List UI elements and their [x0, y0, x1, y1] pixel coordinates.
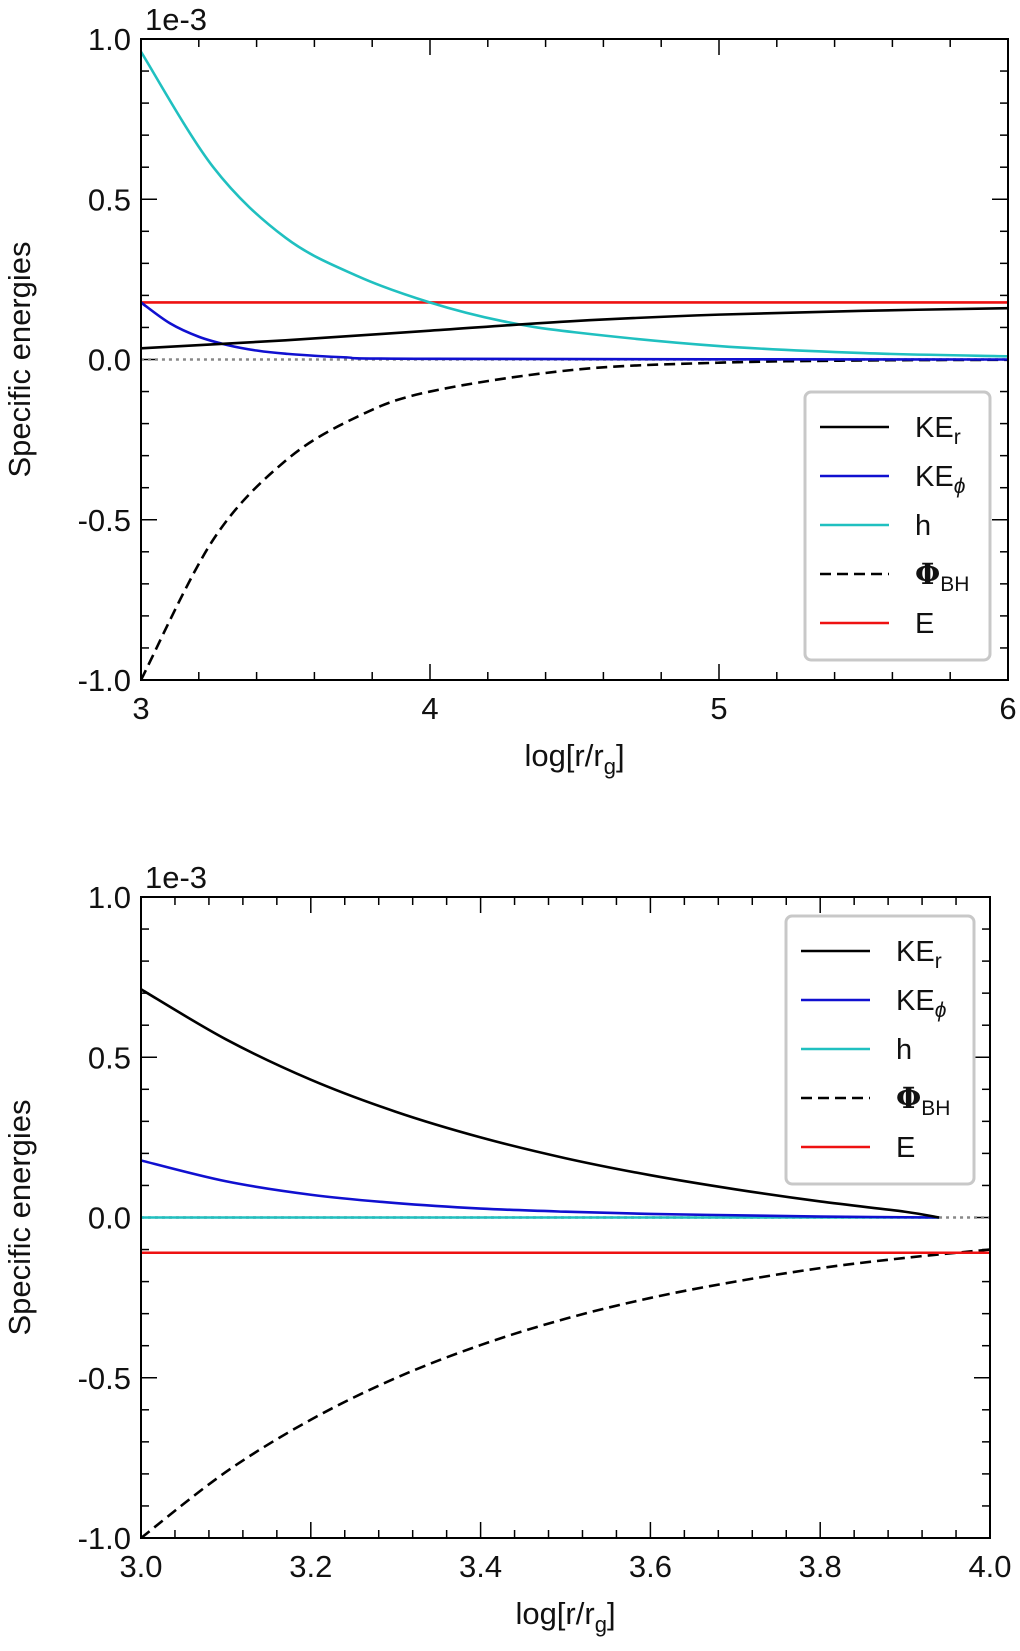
legend: KEr KEϕ h ΦBH E	[784, 914, 976, 1186]
series-line-ker	[141, 306, 1008, 350]
legend: KEr KEϕ h ΦBH E	[803, 390, 992, 662]
series-line-phi	[141, 1248, 990, 1538]
legend-label-h: h	[915, 510, 931, 542]
y-tick-label: 1.0	[88, 22, 131, 57]
legend-label-ker: KEr	[896, 936, 942, 973]
plot-frame	[140, 38, 1009, 681]
legend-frame	[784, 914, 976, 1186]
legend-label-e: E	[896, 1132, 915, 1164]
series-line-ker	[141, 988, 940, 1219]
legend-label-h: h	[896, 1034, 912, 1066]
y-tick-label: 1.0	[88, 880, 131, 915]
plot-frame	[140, 896, 991, 1539]
axis-scale-label: 1e-3	[145, 860, 207, 895]
chart-panel-1: 3 4 5 6 -1.0 -0.5 0.0 0.5 1.0 1e-3 log[r/rg] Specif…	[2, 2, 1017, 779]
y-axis-label: Specific energies	[2, 241, 37, 477]
x-tick-label: 3	[132, 691, 149, 726]
series-line-h	[141, 51, 1008, 358]
plot-area	[141, 988, 990, 1538]
chart-panel-2: 3.0 3.2 3.4 3.6 3.8 4.0 -1.0 -0.5 0.0 0.5 1.0 1e-3 l…	[2, 860, 1012, 1637]
y-tick-label: 0.0	[88, 1201, 131, 1236]
y-tick-label: -1.0	[78, 663, 131, 698]
y-tick-label: -0.5	[78, 503, 131, 538]
series-line-phi	[141, 358, 1008, 680]
x-tick-label: 3.8	[799, 1549, 842, 1584]
x-axis-label: log[r/rg]	[515, 1596, 615, 1637]
y-tick-label: -1.0	[78, 1521, 131, 1556]
plot-area	[141, 51, 1008, 680]
legend-label-kephi: KEϕ	[915, 461, 965, 498]
y-tick-label: 0.5	[88, 182, 131, 217]
legend-label-phi: ΦBH	[915, 557, 969, 596]
x-axis-label: log[r/rg]	[524, 738, 624, 779]
axis-scale-label: 1e-3	[145, 2, 207, 37]
legend-label-phi: ΦBH	[896, 1081, 950, 1120]
x-tick-label: 3.6	[629, 1549, 672, 1584]
legend-label-ker: KEr	[915, 412, 961, 449]
x-tick-label: 4.0	[968, 1549, 1011, 1584]
legend-label-e: E	[915, 608, 934, 640]
x-tick-label: 5	[710, 691, 727, 726]
legend-frame	[803, 390, 992, 662]
x-tick-label: 3.4	[459, 1549, 502, 1584]
y-tick-label: 0.5	[88, 1040, 131, 1075]
x-tick-label: 3.2	[289, 1549, 332, 1584]
legend-label-kephi: KEϕ	[896, 985, 946, 1022]
y-tick-label: 0.0	[88, 343, 131, 378]
x-tick-label: 3.0	[119, 1549, 162, 1584]
x-tick-label: 6	[999, 691, 1016, 726]
y-tick-label: -0.5	[78, 1361, 131, 1396]
series-line-kephi	[141, 301, 1008, 361]
series-line-kephi	[141, 1159, 940, 1219]
y-axis-label: Specific energies	[2, 1099, 37, 1335]
x-tick-label: 4	[421, 691, 438, 726]
